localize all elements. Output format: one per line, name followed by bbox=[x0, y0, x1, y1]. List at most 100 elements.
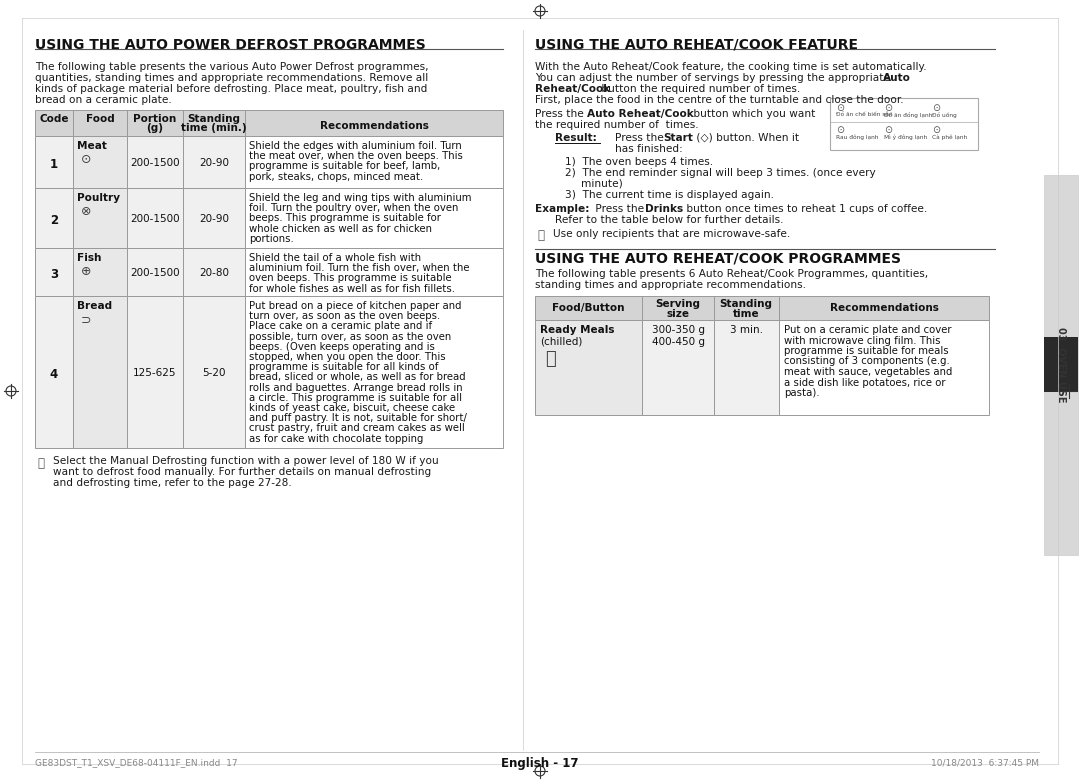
Bar bbox=[779, 296, 989, 320]
Text: aluminium foil. Turn the fish over, when the: aluminium foil. Turn the fish over, when… bbox=[249, 264, 470, 273]
Text: Auto Reheat/Cook: Auto Reheat/Cook bbox=[588, 109, 693, 119]
Bar bbox=[127, 188, 183, 248]
Text: turn over, as soon as the oven beeps.: turn over, as soon as the oven beeps. bbox=[249, 311, 441, 321]
Text: ⊙: ⊙ bbox=[836, 103, 845, 113]
Text: with microwave cling film. This: with microwave cling film. This bbox=[784, 335, 941, 346]
Text: Ready Meals: Ready Meals bbox=[540, 325, 615, 335]
Text: ⊕: ⊕ bbox=[81, 265, 92, 278]
Text: ⊙: ⊙ bbox=[932, 125, 940, 135]
Text: 300-350 g: 300-350 g bbox=[651, 325, 704, 335]
Text: Serving: Serving bbox=[656, 299, 701, 309]
Bar bbox=[127, 296, 183, 448]
Text: beeps. This programme is suitable for: beeps. This programme is suitable for bbox=[249, 213, 441, 224]
Bar bbox=[35, 296, 73, 448]
Text: Start: Start bbox=[663, 133, 693, 143]
Text: With the Auto Reheat/Cook feature, the cooking time is set automatically.: With the Auto Reheat/Cook feature, the c… bbox=[535, 62, 927, 72]
Bar bbox=[642, 320, 714, 415]
Text: USING THE AUTO REHEAT/COOK PROGRAMMES: USING THE AUTO REHEAT/COOK PROGRAMMES bbox=[535, 251, 901, 265]
Bar bbox=[642, 296, 714, 320]
Text: GE83DST_T1_XSV_DE68-04111F_EN.indd  17: GE83DST_T1_XSV_DE68-04111F_EN.indd 17 bbox=[35, 758, 238, 767]
Text: time (min.): time (min.) bbox=[181, 123, 247, 133]
Text: 03  OVEN USE: 03 OVEN USE bbox=[1056, 327, 1066, 403]
Text: meat with sauce, vegetables and: meat with sauce, vegetables and bbox=[784, 367, 953, 377]
Text: Put on a ceramic plate and cover: Put on a ceramic plate and cover bbox=[784, 325, 951, 335]
Text: 2: 2 bbox=[50, 214, 58, 227]
Text: (◇) button. When it: (◇) button. When it bbox=[693, 133, 799, 143]
Text: ⊃: ⊃ bbox=[81, 313, 92, 326]
Bar bbox=[245, 110, 503, 136]
Text: 20-90: 20-90 bbox=[199, 214, 229, 224]
Text: Bread: Bread bbox=[77, 301, 112, 311]
Text: Drinks: Drinks bbox=[645, 204, 684, 214]
Bar bbox=[245, 188, 503, 248]
Text: bread, sliced or whole, as well as for bread: bread, sliced or whole, as well as for b… bbox=[249, 372, 465, 382]
Text: Auto: Auto bbox=[883, 73, 910, 83]
Text: 200-1500: 200-1500 bbox=[131, 214, 179, 224]
Text: Refer to the table below for further details.: Refer to the table below for further det… bbox=[555, 215, 783, 225]
Text: Mì ý đông lạnh: Mì ý đông lạnh bbox=[885, 134, 927, 139]
Text: 3)  The current time is displayed again.: 3) The current time is displayed again. bbox=[565, 190, 774, 200]
Bar bbox=[245, 296, 503, 448]
Text: portions.: portions. bbox=[249, 234, 294, 244]
Text: beeps. (Oven keeps operating and is: beeps. (Oven keeps operating and is bbox=[249, 342, 435, 352]
Text: 2)  The end reminder signal will beep 3 times. (once every: 2) The end reminder signal will beep 3 t… bbox=[565, 168, 876, 178]
Text: (chilled): (chilled) bbox=[540, 336, 582, 346]
Text: programme is suitable for meals: programme is suitable for meals bbox=[784, 346, 948, 356]
Text: foil. Turn the poultry over, when the oven: foil. Turn the poultry over, when the ov… bbox=[249, 203, 458, 213]
Bar bbox=[35, 248, 73, 296]
Text: The following table presents the various Auto Power Defrost programmes,: The following table presents the various… bbox=[35, 62, 429, 72]
Text: time: time bbox=[732, 309, 759, 319]
Text: 20-80: 20-80 bbox=[199, 268, 229, 278]
Bar bbox=[127, 248, 183, 296]
Text: a circle. This programme is suitable for all: a circle. This programme is suitable for… bbox=[249, 393, 462, 403]
Text: Shield the tail of a whole fish with: Shield the tail of a whole fish with bbox=[249, 253, 421, 263]
Text: has finished:: has finished: bbox=[615, 144, 683, 154]
Text: kinds of yeast cake, biscuit, cheese cake: kinds of yeast cake, biscuit, cheese cak… bbox=[249, 403, 455, 413]
Text: crust pastry, fruit and cream cakes as well: crust pastry, fruit and cream cakes as w… bbox=[249, 423, 464, 433]
Text: Poultry: Poultry bbox=[77, 193, 120, 203]
Text: stopped, when you open the door. This: stopped, when you open the door. This bbox=[249, 352, 446, 362]
Text: button which you want: button which you want bbox=[690, 109, 815, 119]
Text: Đồ ăn đồng lạnh: Đồ ăn đồng lạnh bbox=[885, 112, 932, 118]
Text: You can adjust the number of servings by pressing the appropriate: You can adjust the number of servings by… bbox=[535, 73, 893, 83]
Bar bbox=[183, 188, 245, 248]
Bar bbox=[714, 296, 779, 320]
Bar bbox=[831, 98, 978, 150]
Text: 200-1500: 200-1500 bbox=[131, 268, 179, 278]
Text: The following table presents 6 Auto Reheat/Cook Programmes, quantities,: The following table presents 6 Auto Rehe… bbox=[535, 269, 928, 279]
Text: size: size bbox=[666, 309, 689, 319]
Bar bbox=[35, 136, 73, 188]
Text: Code: Code bbox=[39, 114, 69, 124]
Text: 125-625: 125-625 bbox=[133, 368, 177, 378]
Text: a side dish like potatoes, rice or: a side dish like potatoes, rice or bbox=[784, 378, 945, 388]
Text: Example:: Example: bbox=[535, 204, 590, 214]
Text: ⊙: ⊙ bbox=[81, 153, 92, 166]
Bar bbox=[714, 320, 779, 415]
Text: Result:: Result: bbox=[555, 133, 597, 143]
Bar bbox=[245, 136, 503, 188]
Text: want to defrost food manually. For further details on manual defrosting: want to defrost food manually. For furth… bbox=[53, 467, 431, 477]
Text: ⓘ: ⓘ bbox=[537, 229, 544, 242]
Bar bbox=[183, 296, 245, 448]
Bar bbox=[1044, 337, 1078, 392]
Text: ⊙: ⊙ bbox=[932, 103, 940, 113]
Text: Recommendations: Recommendations bbox=[829, 303, 939, 313]
Text: Standing: Standing bbox=[719, 299, 772, 309]
Bar bbox=[535, 320, 642, 415]
Bar bbox=[73, 110, 127, 136]
Text: Press the: Press the bbox=[535, 109, 588, 119]
Text: minute): minute) bbox=[581, 179, 623, 189]
Text: Recommendations: Recommendations bbox=[320, 121, 429, 131]
Text: possible, turn over, as soon as the oven: possible, turn over, as soon as the oven bbox=[249, 332, 451, 342]
Text: whole chicken as well as for chicken: whole chicken as well as for chicken bbox=[249, 224, 432, 234]
Text: 20-90: 20-90 bbox=[199, 158, 229, 168]
Text: Đồ ăn chế biến sẵn: Đồ ăn chế biến sẵn bbox=[836, 112, 893, 117]
Text: ⓒ: ⓒ bbox=[545, 350, 556, 368]
Text: English - 17: English - 17 bbox=[501, 757, 579, 770]
Text: First, place the food in the centre of the turntable and close the door.: First, place the food in the centre of t… bbox=[535, 95, 904, 105]
Text: Portion: Portion bbox=[133, 114, 177, 124]
Bar bbox=[245, 248, 503, 296]
Text: Meat: Meat bbox=[77, 141, 107, 151]
Text: ⊙: ⊙ bbox=[836, 125, 845, 135]
Text: Đồ uống: Đồ uống bbox=[932, 112, 957, 118]
